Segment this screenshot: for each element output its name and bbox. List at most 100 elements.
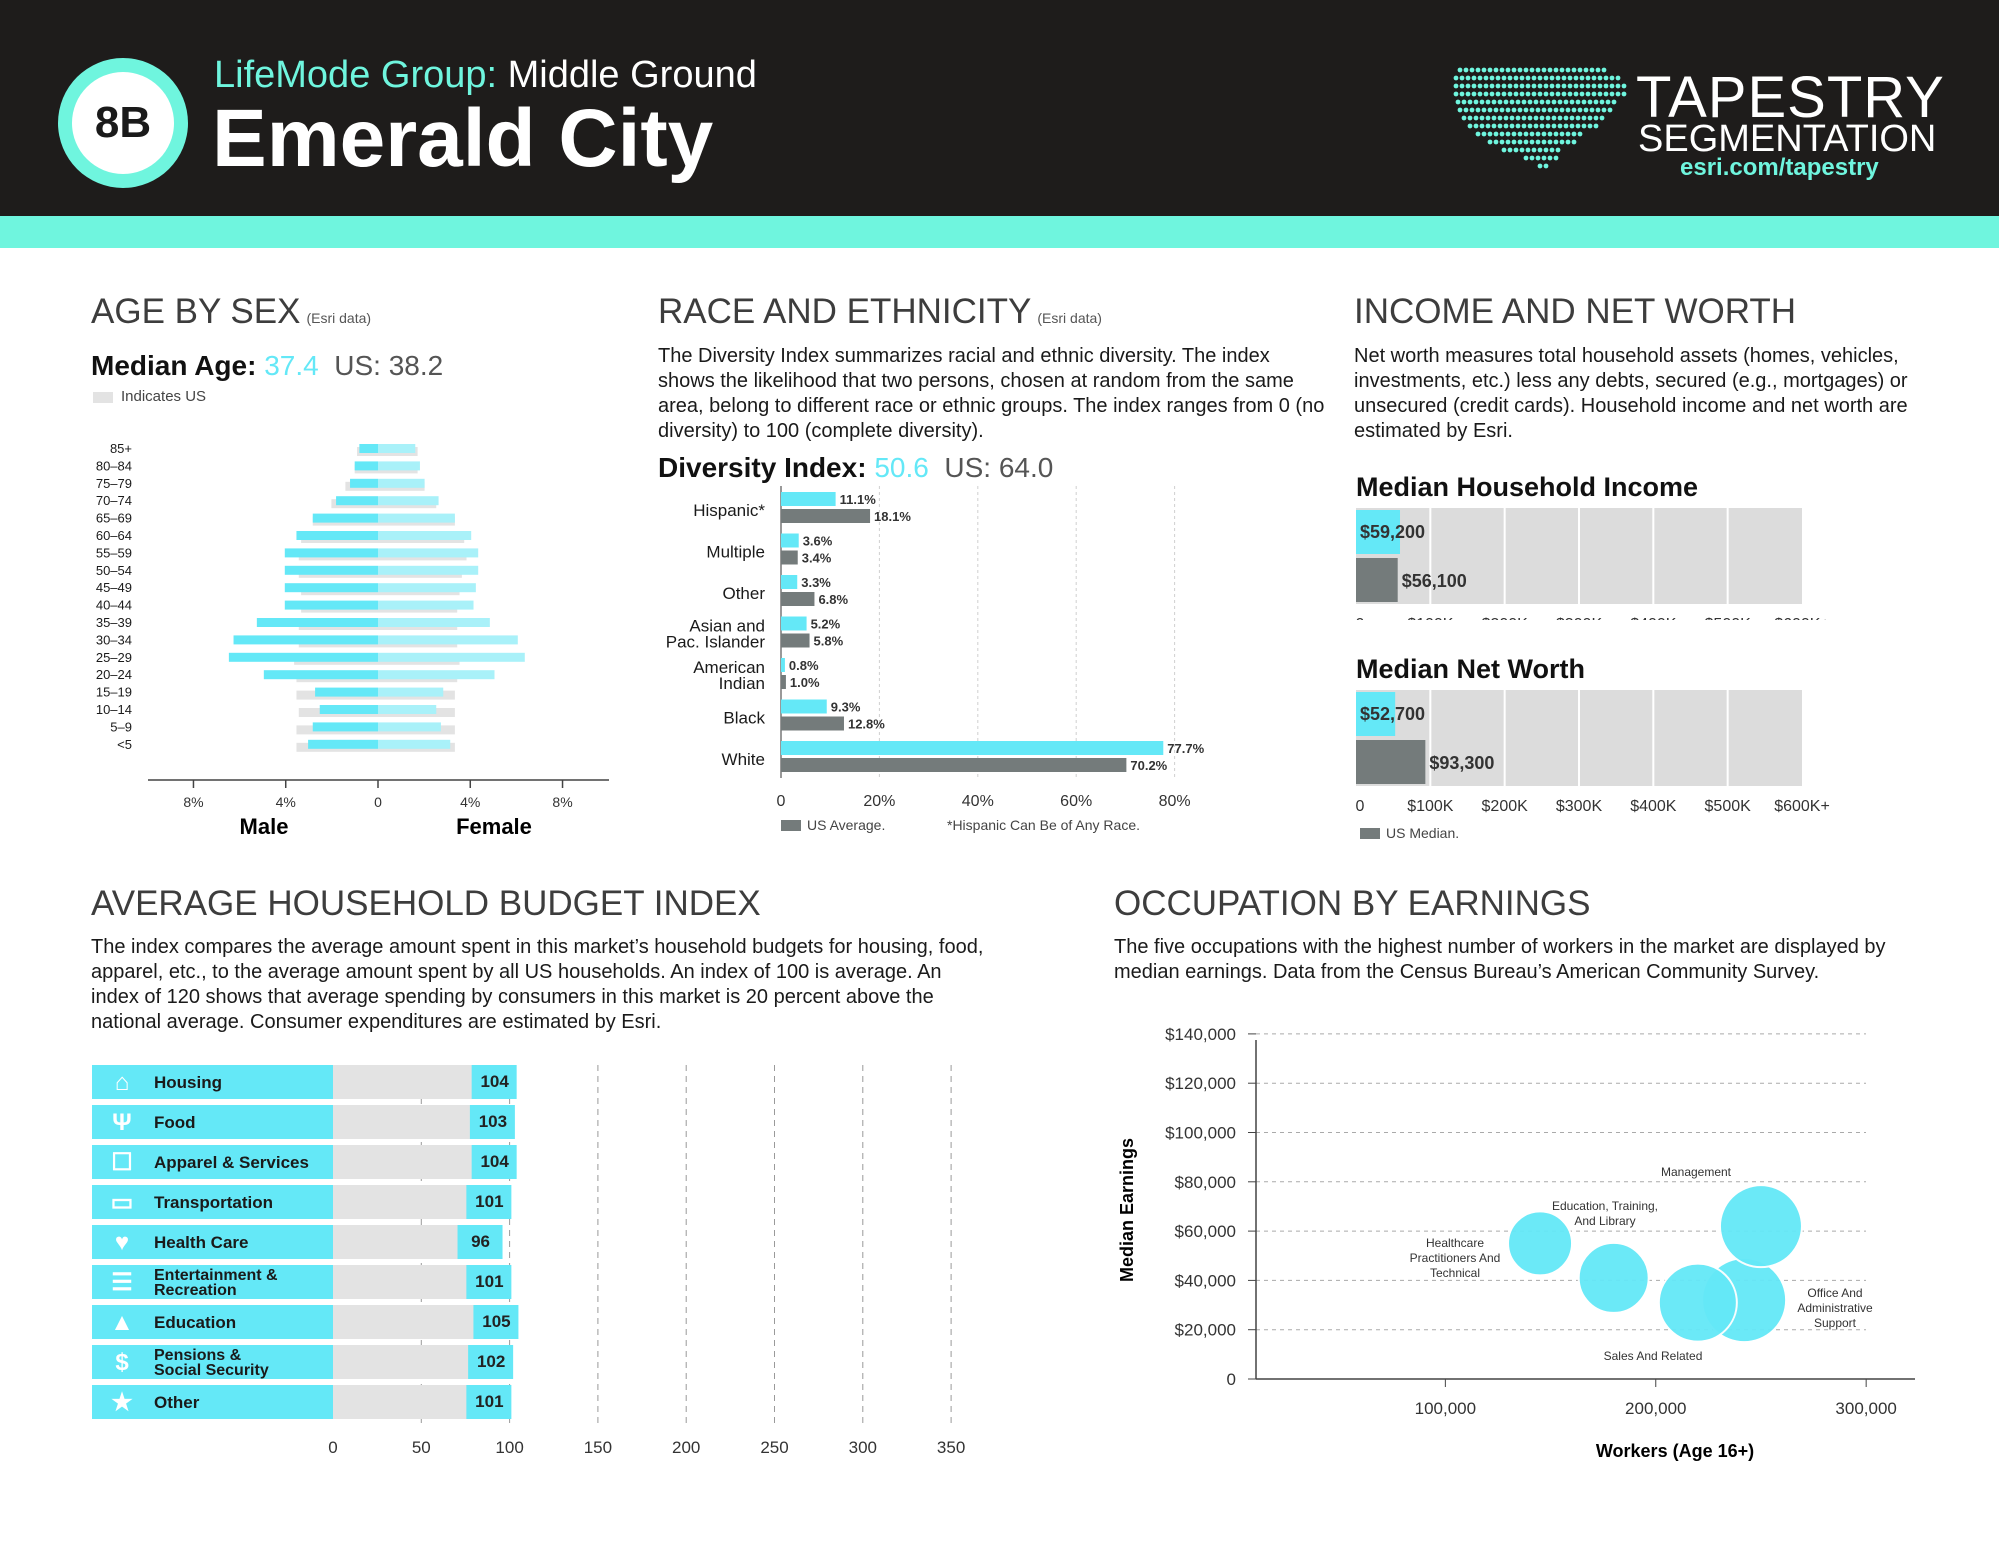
map-dot (1569, 123, 1575, 129)
map-dot (1559, 131, 1565, 137)
map-dot (1565, 131, 1571, 137)
male-bar (350, 478, 378, 488)
map-dot (1573, 75, 1579, 81)
map-dot (1517, 67, 1523, 73)
budget-tick-label: 200 (672, 1438, 700, 1457)
map-dot (1501, 83, 1507, 89)
male-bar (263, 670, 378, 680)
male-bar (228, 652, 378, 662)
map-dot (1581, 123, 1587, 129)
bubble-label: Management (1661, 1165, 1732, 1179)
map-dot (1527, 123, 1533, 129)
bubble (1657, 1262, 1738, 1343)
map-dot (1511, 139, 1517, 145)
budget-label-bg (92, 1385, 333, 1419)
map-dot (1497, 99, 1503, 105)
age-group-label: 75–79 (96, 476, 132, 491)
money-tick-label: $600K+ (1774, 798, 1830, 815)
money-tick-label: $500K (1705, 798, 1752, 815)
budget-category-label: Pensions & (154, 1347, 242, 1364)
map-dot (1545, 123, 1551, 129)
map-dot (1615, 75, 1621, 81)
race-bar (781, 699, 827, 714)
map-dot (1523, 67, 1529, 73)
map-dot (1567, 75, 1573, 81)
map-dot (1503, 123, 1509, 129)
us-bar (1356, 740, 1426, 784)
map-dot (1533, 99, 1539, 105)
map-dot (1459, 91, 1465, 97)
budget-value-label: 101 (475, 1272, 503, 1291)
map-dot (1525, 147, 1531, 153)
map-dot (1525, 91, 1531, 97)
bubble-label: Healthcare (1426, 1236, 1484, 1250)
budget-bar (468, 1345, 514, 1379)
map-dot (1515, 115, 1521, 121)
map-dot (1527, 99, 1533, 105)
map-dot (1529, 139, 1535, 145)
map-dot (1467, 123, 1473, 129)
map-dot (1479, 99, 1485, 105)
bubble-ytick-label: $140,000 (1165, 1025, 1236, 1044)
map-dot (1581, 115, 1587, 121)
map-dot (1575, 115, 1581, 121)
bubble-ytick-label: $80,000 (1175, 1173, 1236, 1192)
map-dot (1483, 91, 1489, 97)
median-age-value: 37.4 (264, 350, 319, 381)
race-us-value-label: 18.1% (874, 509, 911, 524)
map-dot (1535, 139, 1541, 145)
map-dot (1559, 107, 1565, 113)
bubble (1507, 1210, 1574, 1277)
map-dot (1591, 91, 1597, 97)
budget-track (333, 1145, 498, 1179)
budget-tick-label: 50 (412, 1438, 431, 1457)
race-legend-text: US Average. (807, 817, 885, 833)
race-category-label: White (722, 750, 765, 769)
brand-name: TAPESTRY (1636, 65, 1945, 130)
map-dot (1517, 107, 1523, 113)
brand-url[interactable]: esri.com/tapestry (1680, 154, 1879, 181)
budget-value-label: 101 (475, 1392, 503, 1411)
map-dot (1547, 139, 1553, 145)
income-title: INCOME AND NET WORTH (1354, 292, 1797, 331)
map-dot (1479, 115, 1485, 121)
female-bar (378, 478, 425, 488)
pyramid-tick-label: 8% (552, 794, 572, 810)
budget-bar (471, 1145, 517, 1179)
race-value-label: 9.3% (831, 700, 861, 715)
budget-value-label: 105 (482, 1312, 510, 1331)
male-bar (284, 565, 378, 575)
map-dot (1491, 99, 1497, 105)
bubble-label: And Library (1574, 1214, 1635, 1228)
map-dot (1457, 107, 1463, 113)
map-dot (1459, 83, 1465, 89)
female-bar (378, 531, 472, 540)
accent-band (0, 216, 1999, 248)
budget-value-label: 102 (477, 1352, 505, 1371)
map-dot (1595, 67, 1601, 73)
map-dot (1489, 75, 1495, 81)
money-tick-label: $200K (1482, 616, 1529, 620)
map-dot (1531, 91, 1537, 97)
map-dot (1549, 147, 1555, 153)
map-dot (1543, 83, 1549, 89)
map-dot (1461, 115, 1467, 121)
map-dot (1507, 83, 1513, 89)
map-dot (1519, 91, 1525, 97)
race-us-value-label: 70.2% (1130, 758, 1167, 773)
map-dot (1597, 75, 1603, 81)
map-dot (1563, 99, 1569, 105)
map-dot (1599, 115, 1605, 121)
bubble-xtick-label: 300,000 (1835, 1399, 1896, 1418)
age-group-label: 65–69 (96, 511, 132, 526)
map-dot (1541, 131, 1547, 137)
map-dot (1547, 155, 1553, 161)
map-dot (1587, 123, 1593, 129)
race-value-label: 11.1% (840, 492, 877, 507)
budget-value-label: 104 (480, 1152, 509, 1171)
map-dot (1469, 67, 1475, 73)
shirt-icon: ☐ (111, 1149, 133, 1176)
map-dot (1523, 107, 1529, 113)
map-dot (1471, 91, 1477, 97)
map-dot (1509, 99, 1515, 105)
